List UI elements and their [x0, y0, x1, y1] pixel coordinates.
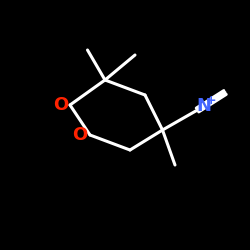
Text: +: + [206, 94, 216, 107]
Text: N: N [196, 97, 211, 115]
Text: O: O [53, 96, 68, 114]
Text: O: O [72, 126, 87, 144]
